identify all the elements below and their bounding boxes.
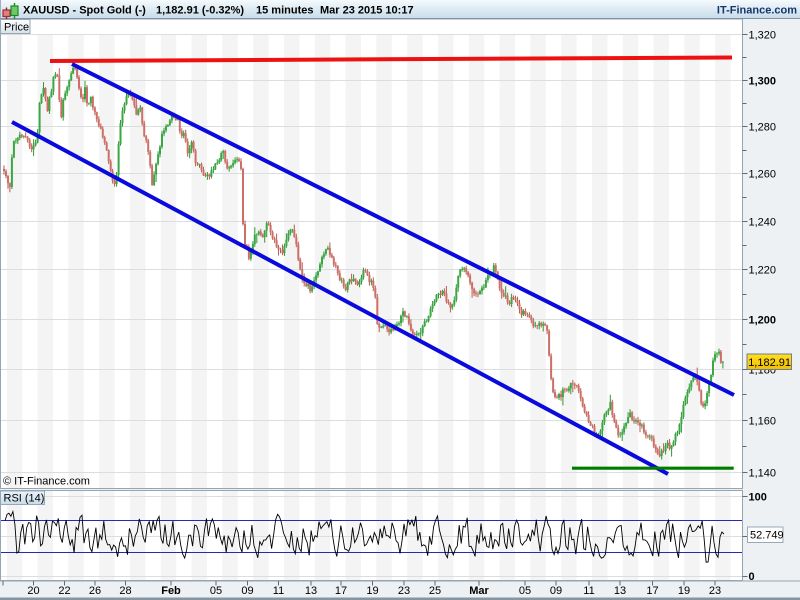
svg-text:05: 05: [210, 585, 222, 597]
svg-text:Mar: Mar: [469, 585, 489, 597]
svg-text:1,200: 1,200: [749, 315, 777, 327]
svg-text:09: 09: [241, 585, 253, 597]
svg-text:17: 17: [646, 585, 658, 597]
svg-text:11: 11: [273, 585, 284, 597]
svg-text:100: 100: [749, 491, 767, 503]
svg-text:1,300: 1,300: [749, 76, 777, 88]
svg-text:1,240: 1,240: [749, 217, 777, 229]
svg-text:Mar 23 2015 10:17: Mar 23 2015 10:17: [320, 5, 414, 17]
svg-text:13: 13: [305, 585, 317, 597]
svg-text:Feb: Feb: [161, 585, 181, 597]
svg-text:RSI (14): RSI (14): [4, 493, 45, 505]
svg-text:1,182.91: 1,182.91: [748, 357, 791, 369]
svg-text:1,260: 1,260: [749, 169, 777, 181]
svg-text:19: 19: [366, 585, 378, 597]
svg-text:XAUUSD - Spot Gold (-): XAUUSD - Spot Gold (-): [23, 5, 146, 17]
svg-text:28: 28: [119, 585, 131, 597]
svg-text:15 minutes: 15 minutes: [256, 5, 313, 17]
svg-text:IT-Finance.com: IT-Finance.com: [717, 5, 797, 17]
svg-text:Price: Price: [4, 22, 29, 34]
svg-text:0: 0: [749, 571, 755, 583]
svg-text:23: 23: [709, 585, 721, 597]
svg-text:1,182.91 (-0.32%): 1,182.91 (-0.32%): [156, 5, 244, 17]
svg-text:09: 09: [550, 585, 562, 597]
svg-text:19: 19: [678, 585, 690, 597]
svg-text:23: 23: [398, 585, 410, 597]
svg-text:1,160: 1,160: [749, 416, 777, 428]
svg-text:1,280: 1,280: [749, 122, 777, 134]
svg-text:© IT-Finance.com: © IT-Finance.com: [3, 476, 90, 488]
svg-text:13: 13: [614, 585, 626, 597]
svg-text:05: 05: [519, 585, 531, 597]
svg-text:1,320: 1,320: [749, 30, 777, 42]
svg-text:20: 20: [27, 585, 39, 597]
svg-text:22: 22: [58, 585, 70, 597]
svg-text:1,220: 1,220: [749, 265, 777, 277]
svg-text:11: 11: [583, 585, 594, 597]
svg-text:52.749: 52.749: [750, 530, 784, 542]
svg-text:25: 25: [429, 585, 441, 597]
svg-text:17: 17: [335, 585, 347, 597]
svg-text:26: 26: [89, 585, 101, 597]
svg-text:1,140: 1,140: [749, 468, 777, 480]
